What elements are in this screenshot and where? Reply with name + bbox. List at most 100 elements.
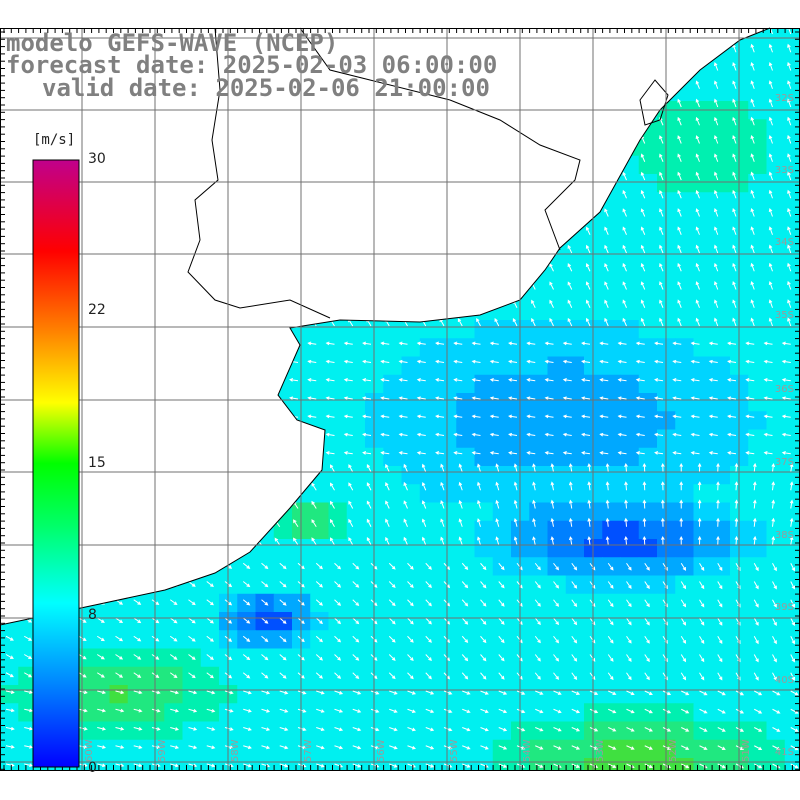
wind-arrow <box>480 562 487 571</box>
wind-cell <box>620 265 640 284</box>
wind-arrow <box>188 654 196 660</box>
wind-arrow <box>787 189 792 199</box>
wind-arrow <box>261 581 269 588</box>
wind-arrow <box>508 359 518 364</box>
wind-arrow <box>553 708 562 714</box>
wind-arrow <box>763 414 773 419</box>
wind-arrow <box>753 563 759 572</box>
wind-cell <box>565 703 585 722</box>
wind-cell <box>711 575 731 595</box>
wind-cell <box>766 320 786 339</box>
wind-arrow <box>681 745 690 750</box>
frame-ticks <box>0 28 800 770</box>
wind-cell <box>182 721 202 741</box>
wind-arrow <box>471 414 481 419</box>
wind-arrow <box>654 451 664 455</box>
wind-arrow <box>453 432 463 437</box>
wind-arrow <box>568 517 573 527</box>
wind-cell <box>474 320 494 339</box>
wind-arrow <box>771 517 776 527</box>
wind-arrow <box>348 464 354 473</box>
wind-arrow <box>325 414 335 419</box>
wind-arrow <box>695 317 700 327</box>
wind-cell <box>693 575 713 595</box>
wind-cell <box>766 301 786 321</box>
wind-arrow <box>461 672 469 680</box>
wind-arrow <box>151 690 161 695</box>
wind-arrow <box>679 462 684 473</box>
wind-arrow <box>325 378 335 382</box>
wind-arrow <box>659 135 664 144</box>
wind-cell <box>620 539 640 558</box>
wind-cell <box>346 758 366 770</box>
wind-arrow <box>24 745 34 749</box>
wind-cell <box>565 393 585 412</box>
wind-arrow <box>329 500 335 509</box>
wind-arrow <box>435 414 445 419</box>
wind-arrow <box>471 396 481 400</box>
wind-cell <box>0 648 19 668</box>
wind-arrow <box>599 414 609 419</box>
wind-arrow <box>787 244 792 254</box>
wind-cell <box>711 557 731 576</box>
wind-arrow <box>581 359 591 364</box>
wind-cell <box>602 758 621 770</box>
wind-arrow <box>571 727 581 732</box>
wind-arrow <box>224 745 234 750</box>
lat-label: 40S <box>775 675 794 686</box>
wind-cell <box>602 374 621 394</box>
wind-cell <box>328 320 348 339</box>
wind-arrow <box>532 499 536 509</box>
wind-arrow <box>787 207 792 217</box>
wind-cell <box>474 758 494 770</box>
wind-cell <box>401 447 421 467</box>
wind-cell <box>675 119 694 138</box>
wind-arrow <box>690 414 700 419</box>
wind-arrow <box>714 262 719 272</box>
wind-cell <box>237 666 256 686</box>
wind-arrow <box>750 62 755 71</box>
wind-arrow <box>480 727 489 732</box>
wind-arrow <box>334 690 344 695</box>
wind-cell <box>565 502 585 522</box>
wind-cell <box>675 721 694 741</box>
wind-cell <box>328 539 348 558</box>
wind-arrow <box>768 281 773 290</box>
wind-arrow <box>370 708 380 713</box>
wind-arrow <box>727 396 737 400</box>
wind-cell <box>164 630 183 649</box>
wind-cell <box>748 666 767 686</box>
wind-arrow <box>352 617 360 625</box>
wind-cell <box>711 739 731 759</box>
wind-arrow <box>151 745 161 749</box>
wind-arrow <box>599 341 609 346</box>
wind-arrow <box>498 690 508 695</box>
wind-cell <box>456 520 475 540</box>
wind-arrow <box>644 617 650 626</box>
wind-cell <box>346 338 366 357</box>
wind-arrow <box>279 727 289 731</box>
wind-arrow <box>453 341 463 346</box>
wind-arrow <box>754 708 763 714</box>
wind-cell <box>456 393 475 412</box>
wind-arrow <box>242 581 251 588</box>
wind-cell <box>419 374 439 394</box>
wind-cell <box>18 758 37 770</box>
wind-arrow <box>734 517 739 527</box>
wind-arrow <box>553 727 562 732</box>
wind-arrow <box>348 500 354 509</box>
wind-arrow <box>24 672 33 678</box>
wind-arrow <box>453 451 463 455</box>
wind-arrow <box>388 635 396 643</box>
wind-cell <box>675 429 694 449</box>
wind-cell <box>638 575 658 595</box>
wind-arrow <box>695 80 700 89</box>
wind-cell <box>620 758 640 770</box>
wind-arrow <box>532 517 536 527</box>
wind-cell <box>748 301 767 321</box>
wind-arrow <box>605 499 610 509</box>
wind-cell <box>456 447 475 467</box>
wind-cell <box>474 429 494 449</box>
wind-cell <box>693 612 713 631</box>
wind-arrow <box>366 482 372 491</box>
